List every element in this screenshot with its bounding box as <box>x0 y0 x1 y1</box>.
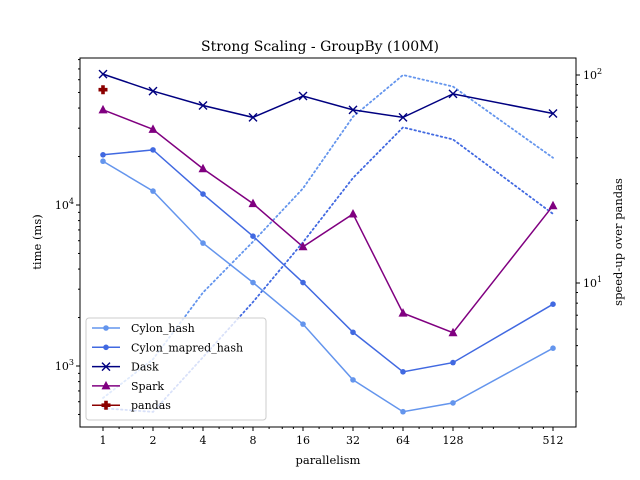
point-marker <box>101 362 111 372</box>
point-marker <box>198 163 208 173</box>
point-marker <box>148 86 158 96</box>
point-marker <box>150 147 156 153</box>
point-marker <box>448 89 458 99</box>
point-marker <box>248 112 258 122</box>
point-marker <box>150 188 156 194</box>
point-marker <box>98 104 108 114</box>
y-tick-label: 103 <box>55 358 74 373</box>
legend-item: Dask <box>92 361 159 374</box>
point-marker <box>298 91 308 101</box>
point-marker <box>550 301 556 308</box>
series-cylon_mapred_hash <box>100 147 556 375</box>
x-tick-label: 8 <box>250 434 257 447</box>
legend-label: Dask <box>131 361 159 374</box>
point-marker <box>300 321 306 327</box>
point-marker <box>350 377 356 383</box>
point-marker <box>200 191 206 197</box>
point-marker <box>250 279 256 286</box>
point-marker <box>550 345 556 351</box>
legend-item: Cylon_hash <box>92 322 195 335</box>
x-tick-label: 1 <box>100 434 107 447</box>
point-marker <box>450 359 456 366</box>
point-marker <box>103 344 109 351</box>
x-tick-label: 4 <box>200 434 207 447</box>
point-marker <box>100 158 106 165</box>
point-marker <box>248 198 258 208</box>
point-marker <box>448 327 458 337</box>
y-axis-label: time (ms) <box>30 214 44 269</box>
legend-item: Cylon_mapred_hash <box>92 341 243 354</box>
point-marker <box>200 240 206 246</box>
point-marker <box>300 279 306 286</box>
point-marker <box>348 208 358 218</box>
legend-item: pandas <box>92 399 171 412</box>
series-dask <box>98 69 558 122</box>
point-marker <box>548 109 558 119</box>
point-marker <box>450 400 456 406</box>
y2-axis-label: speed-up over pandas <box>611 178 625 306</box>
point-marker <box>400 369 406 375</box>
series-spark <box>98 104 558 337</box>
y-tick-label: 104 <box>55 197 74 212</box>
point-marker <box>198 100 208 110</box>
legend: Cylon_hash Cylon_mapred_hash Dask Spark pand… <box>85 317 267 421</box>
series-cylon_hash <box>100 158 556 415</box>
chart-title: Strong Scaling - GroupBy (100M) <box>201 39 439 55</box>
point-marker <box>101 400 111 410</box>
x-tick-label: 32 <box>346 434 360 447</box>
plot-frame <box>79 57 577 428</box>
point-marker <box>103 325 109 331</box>
point-marker <box>98 69 108 79</box>
legend-item: Spark <box>92 380 164 393</box>
x-tick-label: 64 <box>396 434 410 447</box>
point-marker <box>101 380 111 390</box>
point-marker <box>250 233 256 240</box>
point-marker <box>148 124 158 133</box>
x-axis-label: parallelism <box>296 453 361 467</box>
point-marker <box>548 200 558 210</box>
legend-label: Cylon_mapred_hash <box>131 341 243 354</box>
point-marker <box>350 329 356 336</box>
point-marker <box>100 152 106 158</box>
x-tick-label: 16 <box>296 434 310 447</box>
legend-box <box>85 317 267 421</box>
point-marker <box>98 85 108 95</box>
x-tick-label: 512 <box>543 434 564 447</box>
point-marker <box>400 408 406 415</box>
x-tick-label: 2 <box>150 434 157 447</box>
y2-tick-label: 102 <box>583 67 602 82</box>
point-marker <box>348 105 358 115</box>
x-tick-label: 128 <box>443 434 464 447</box>
point-marker <box>398 308 408 317</box>
series-pandas <box>98 85 108 95</box>
y2-tick-label: 101 <box>583 275 602 290</box>
point-marker <box>398 112 408 122</box>
legend-label: pandas <box>131 399 171 412</box>
point-marker <box>298 241 308 251</box>
legend-label: Cylon_hash <box>131 322 195 335</box>
legend-label: Spark <box>131 380 164 393</box>
